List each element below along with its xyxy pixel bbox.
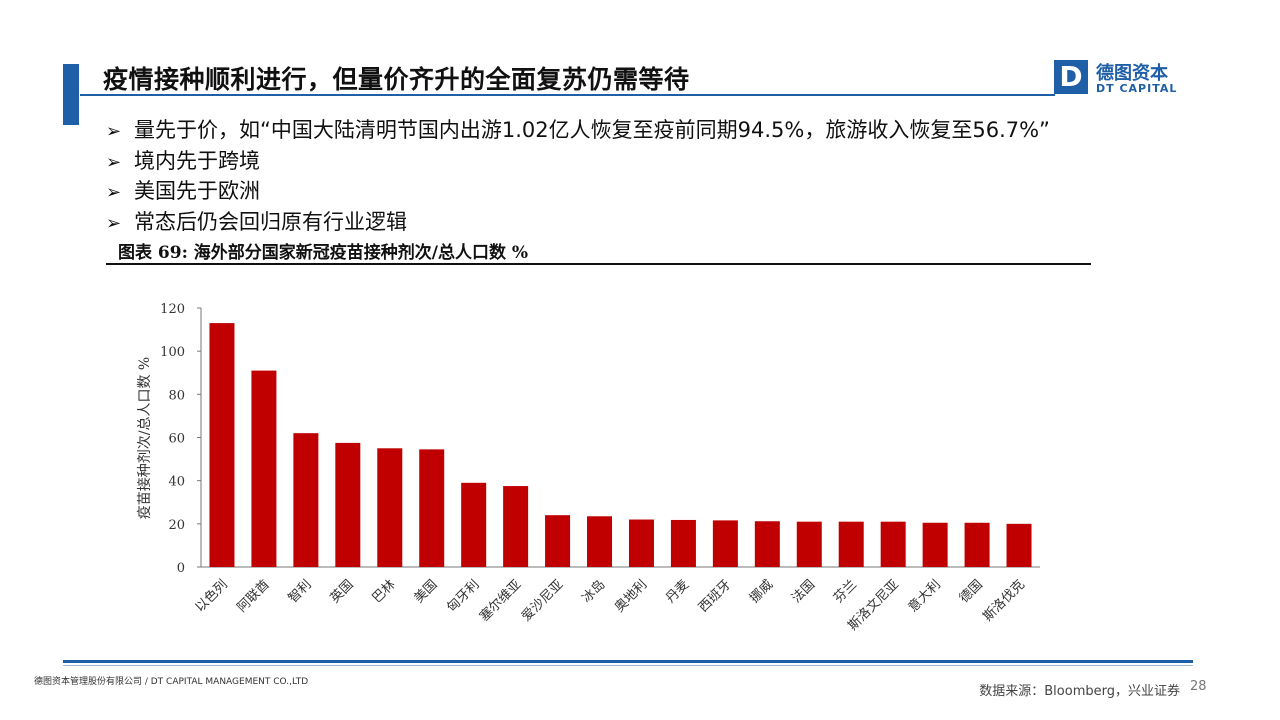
y-tick-label: 100 [160, 345, 185, 360]
data-source: 数据来源：Bloomberg，兴业证券 [979, 684, 1180, 699]
footer-divider-thin [63, 665, 1193, 666]
arrow-bullet-icon: ➢ [106, 182, 122, 203]
bullet-item: ➢ 量先于价，如“中国大陆清明节国内出游1.02亿人恢复至疫前同期94.5%，旅游… [106, 116, 1050, 147]
figure-caption: 图表 69: 海外部分国家新冠疫苗接种剂次/总人口数 % [118, 243, 529, 263]
x-tick-label: 法国 [789, 577, 818, 606]
slide-title: 疫情接种顺利进行，但量价齐升的全面复苏仍需等待 [103, 65, 690, 94]
bar [712, 520, 738, 567]
arrow-bullet-icon: ➢ [106, 121, 122, 142]
x-tick-label: 塞尔维亚 [476, 577, 524, 625]
bullet-item: ➢ 常态后仍会回归原有行业逻辑 [106, 208, 1050, 239]
x-tick-label: 巴林 [370, 577, 399, 606]
bar [796, 521, 822, 567]
figure-divider [106, 263, 1091, 265]
bar [377, 448, 403, 567]
y-tick-label: 60 [168, 432, 185, 447]
footer-divider [63, 660, 1193, 663]
arrow-bullet-icon: ➢ [106, 212, 122, 234]
company-footer: 德图资本管理股份有限公司 / DT CAPITAL MANAGEMENT CO.… [34, 677, 309, 687]
x-tick-label: 斯洛伐克 [980, 577, 1027, 624]
x-tick-label: 德国 [957, 577, 986, 606]
bar [922, 522, 948, 567]
x-tick-label: 奥地利 [612, 577, 650, 615]
bar [1006, 523, 1032, 567]
bar [251, 370, 277, 567]
y-axis-title: 疫苗接种剂次/总人口数 % [136, 357, 153, 519]
bullet-text: 量先于价，如“中国大陆清明节国内出游1.02亿人恢复至疫前同期94.5%，旅游收… [134, 118, 1050, 142]
x-tick-label: 芬兰 [831, 577, 860, 606]
y-tick-label: 80 [168, 388, 185, 403]
bar [880, 521, 906, 567]
page-number: 28 [1190, 679, 1207, 694]
bullet-list: ➢ 量先于价，如“中国大陆清明节国内出游1.02亿人恢复至疫前同期94.5%，旅游… [106, 116, 1050, 238]
bar [419, 449, 445, 567]
bar [754, 521, 780, 567]
bar [545, 515, 571, 567]
logo-chinese-name: 德图资本 [1096, 63, 1168, 84]
bar [503, 486, 529, 567]
bar [209, 323, 235, 567]
bullet-text: 常态后仍会回归原有行业逻辑 [134, 209, 407, 234]
bar [628, 519, 654, 567]
y-tick-label: 20 [168, 518, 185, 533]
dt-capital-logo: D 德图资本 DT CAPITAL [1054, 60, 1184, 100]
title-divider [80, 94, 1055, 96]
x-tick-label: 爱沙尼亚 [519, 577, 566, 624]
title-accent-bar [63, 64, 79, 125]
y-tick-label: 0 [177, 561, 185, 576]
bar [838, 521, 864, 567]
arrow-bullet-icon: ➢ [106, 151, 122, 173]
x-tick-label: 以色列 [192, 577, 231, 616]
x-tick-label: 意大利 [905, 577, 944, 616]
bar [461, 482, 487, 567]
bullet-text: 境内先于跨境 [134, 148, 260, 173]
x-tick-label: 匈牙利 [444, 577, 482, 615]
bar [587, 516, 613, 567]
bar [293, 433, 319, 567]
y-tick-label: 40 [168, 475, 185, 490]
bullet-item: ➢ 境内先于跨境 [106, 147, 1050, 178]
bar [670, 519, 696, 567]
bar [964, 522, 990, 567]
bar [335, 442, 361, 567]
x-tick-label: 冰岛 [579, 577, 609, 607]
bullet-text: 美国先于欧洲 [134, 179, 260, 203]
x-tick-label: 挪威 [747, 577, 776, 606]
y-tick-label: 120 [160, 302, 185, 317]
x-tick-label: 阿联酋 [234, 577, 273, 616]
x-tick-label: 智利 [286, 577, 315, 606]
x-tick-label: 美国 [412, 577, 441, 606]
logo-mark-icon: D [1054, 60, 1088, 94]
logo-english-name: DT CAPITAL [1096, 82, 1178, 95]
x-tick-label: 西班牙 [696, 577, 734, 615]
x-tick-label: 英国 [328, 577, 357, 606]
bullet-item: ➢ 美国先于欧洲 [106, 177, 1050, 208]
x-tick-label: 丹麦 [663, 577, 692, 606]
